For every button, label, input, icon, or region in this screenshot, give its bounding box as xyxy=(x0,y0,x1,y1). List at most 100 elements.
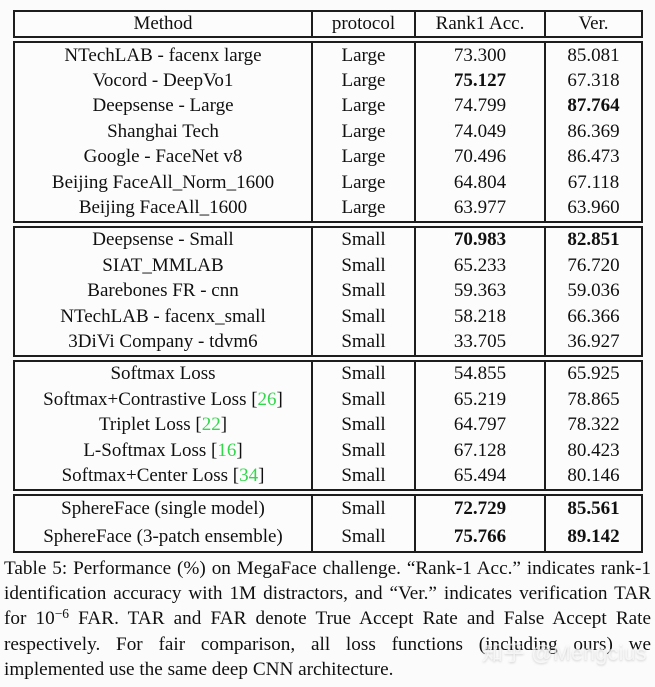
rank1-cell: 33.705 xyxy=(416,329,546,355)
table-row: SphereFace (3-patch ensemble) Small 75.7… xyxy=(15,523,641,551)
method-cell: Vocord - DeepVo1 xyxy=(15,68,313,94)
caption-superscript: −6 xyxy=(54,605,70,621)
protocol-cell: Large xyxy=(313,169,416,196)
method-text: ] xyxy=(276,388,283,410)
table-row: Softmax Loss Small 54.855 65.925 xyxy=(15,361,641,388)
table-section-large: NTechLAB - facenx large Large 73.300 85.… xyxy=(13,41,643,223)
table-row: NTechLAB - facenx large Large 73.300 85.… xyxy=(15,43,641,69)
ver-cell: 85.081 xyxy=(567,44,620,66)
ver-cell: 86.473 xyxy=(567,146,620,168)
ver-cell: 66.366 xyxy=(567,305,620,327)
table-caption: Table 5: Performance (%) on MegaFace cha… xyxy=(4,556,651,682)
header-protocol: protocol xyxy=(313,12,416,36)
protocol-cell: Small xyxy=(313,412,416,438)
header-ver: Ver. xyxy=(578,13,609,34)
rank1-cell: 64.797 xyxy=(416,412,546,438)
method-cell: Google - FaceNet v8 xyxy=(15,144,313,170)
rank1-cell: 65.233 xyxy=(416,253,546,279)
caption-text: Table 5: Performance (%) on MegaFace cha… xyxy=(4,558,651,629)
rank1-cell: 65.219 xyxy=(416,387,546,413)
table-row: Softmax+Center Loss [34] Small 65.494 80… xyxy=(15,463,641,489)
header-method: Method xyxy=(15,12,313,36)
table-row: L-Softmax Loss [16] Small 67.128 80.423 xyxy=(15,437,641,464)
protocol-cell: Large xyxy=(313,144,416,170)
rank1-cell: 58.218 xyxy=(416,303,546,330)
method-cell: L-Softmax Loss [16] xyxy=(15,437,313,464)
table-row: SIAT_MMLAB Small 65.233 76.720 xyxy=(15,253,641,279)
table-row: Beijing FaceAll_Norm_1600 Large 64.804 6… xyxy=(15,169,641,196)
rank1-cell: 75.766 xyxy=(416,523,546,551)
rank1-cell: 73.300 xyxy=(416,43,546,69)
header-row: Method protocol Rank1 Acc. Ver. xyxy=(15,12,641,36)
ver-cell: 78.865 xyxy=(567,388,620,410)
ver-cell: 65.925 xyxy=(567,363,620,385)
method-cell: Deepsense - Large xyxy=(15,93,313,120)
table-row: Triplet Loss [22] Small 64.797 78.322 xyxy=(15,412,641,438)
rank1-cell: 74.799 xyxy=(416,93,546,120)
ver-cell: 36.927 xyxy=(567,330,620,352)
protocol-cell: Small xyxy=(313,463,416,489)
method-cell: 3DiVi Company - tdvm6 xyxy=(15,329,313,355)
method-cell: Beijing FaceAll_1600 xyxy=(15,195,313,221)
table-row: Beijing FaceAll_1600 Large 63.977 63.960 xyxy=(15,195,641,221)
table-section-losses: Softmax Loss Small 54.855 65.925 Softmax… xyxy=(13,359,643,491)
citation-number: 26 xyxy=(257,388,277,410)
method-cell: Deepsense - Small xyxy=(15,227,313,254)
rank1-cell: 70.496 xyxy=(416,144,546,170)
method-cell: SphereFace (3-patch ensemble) xyxy=(15,523,313,551)
rank1-cell: 72.729 xyxy=(416,495,546,524)
method-cell: NTechLAB - facenx large xyxy=(15,43,313,69)
protocol-cell: Small xyxy=(313,329,416,355)
ver-cell: 59.036 xyxy=(567,280,620,302)
method-cell: Softmax+Center Loss [34] xyxy=(15,463,313,489)
method-cell: Shanghai Tech xyxy=(15,119,313,145)
ver-cell: 63.960 xyxy=(567,197,620,219)
method-text: Triplet Loss [ xyxy=(98,414,202,436)
method-cell: Beijing FaceAll_Norm_1600 xyxy=(15,169,313,196)
ver-cell: 89.142 xyxy=(567,525,620,547)
method-text: Softmax+Contrastive Loss [ xyxy=(43,388,258,410)
rank1-cell: 67.128 xyxy=(416,437,546,464)
protocol-cell: Large xyxy=(313,43,416,69)
method-cell: Barebones FR - cnn xyxy=(15,278,313,304)
table-row: Google - FaceNet v8 Large 70.496 86.473 xyxy=(15,144,641,170)
table-row: NTechLAB - facenx_small Small 58.218 66.… xyxy=(15,303,641,330)
protocol-cell: Small xyxy=(313,361,416,388)
ver-cell: 78.322 xyxy=(567,414,620,436)
table-row: Deepsense - Small Small 70.983 82.851 xyxy=(15,227,641,254)
table-section-small: Deepsense - Small Small 70.983 82.851 SI… xyxy=(13,225,643,357)
citation-number: 22 xyxy=(201,414,221,436)
rank1-cell: 75.127 xyxy=(416,68,546,94)
table-header: Method protocol Rank1 Acc. Ver. xyxy=(13,10,643,38)
ver-cell: 76.720 xyxy=(567,254,620,276)
method-cell: SphereFace (single model) xyxy=(15,495,313,524)
protocol-cell: Small xyxy=(313,303,416,330)
rank1-cell: 59.363 xyxy=(416,278,546,304)
method-text: ] xyxy=(258,464,265,486)
protocol-cell: Large xyxy=(313,195,416,221)
table-row: SphereFace (single model) Small 72.729 8… xyxy=(15,495,641,524)
table-section-sphereface: SphereFace (single model) Small 72.729 8… xyxy=(13,493,643,553)
ver-cell: 85.561 xyxy=(567,498,620,520)
ver-cell: 80.423 xyxy=(567,439,620,461)
rank1-cell: 65.494 xyxy=(416,463,546,489)
table-row: Barebones FR - cnn Small 59.363 59.036 xyxy=(15,278,641,304)
protocol-cell: Large xyxy=(313,119,416,145)
caption-text: FAR. TAR and FAR denote True Accept Rate… xyxy=(4,608,651,680)
results-table: Method protocol Rank1 Acc. Ver. NTechLAB… xyxy=(13,10,643,556)
method-cell: Softmax Loss xyxy=(15,361,313,388)
method-cell: Triplet Loss [22] xyxy=(15,412,313,438)
method-text: L-Softmax Loss [ xyxy=(83,439,218,461)
table-row: 3DiVi Company - tdvm6 Small 33.705 36.92… xyxy=(15,329,641,355)
table-row: Shanghai Tech Large 74.049 86.369 xyxy=(15,119,641,145)
protocol-cell: Large xyxy=(313,68,416,94)
protocol-cell: Small xyxy=(313,437,416,464)
rank1-cell: 74.049 xyxy=(416,119,546,145)
method-text: ] xyxy=(236,439,243,461)
citation-number: 16 xyxy=(217,439,237,461)
ver-cell: 67.118 xyxy=(567,171,620,193)
ver-cell: 86.369 xyxy=(567,120,620,142)
protocol-cell: Small xyxy=(313,278,416,304)
table-row: Softmax+Contrastive Loss [26] Small 65.2… xyxy=(15,387,641,413)
